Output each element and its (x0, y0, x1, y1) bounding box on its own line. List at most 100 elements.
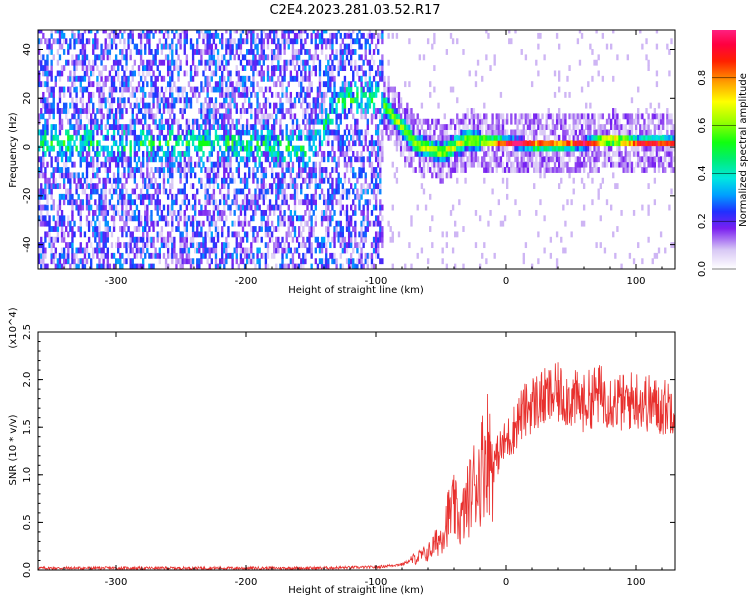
heatmap-cell (231, 263, 234, 269)
heatmap-cell (40, 188, 43, 195)
heatmap-cell (495, 113, 498, 120)
heatmap-cell (273, 102, 276, 109)
heatmap-cell (185, 124, 189, 131)
heatmap-cell (42, 140, 45, 147)
heatmap-cell (439, 156, 442, 163)
heatmap-cell (173, 247, 176, 254)
heatmap-cell (314, 113, 317, 120)
heatmap-cell (185, 54, 189, 61)
heatmap-cell (235, 140, 238, 147)
heatmap-cell (264, 252, 268, 259)
heatmap-cell (189, 242, 193, 249)
heatmap-cell (139, 38, 143, 45)
heatmap-cell (414, 167, 417, 173)
heatmap-cell (171, 97, 174, 104)
heatmap-cell (177, 54, 180, 61)
heatmap-cell (270, 134, 274, 141)
heatmap-cell (293, 65, 297, 71)
heatmap-cell (397, 134, 401, 141)
heatmap-cell (148, 215, 151, 222)
heatmap-cell (381, 30, 384, 34)
heatmap-cell (181, 140, 184, 147)
heatmap-cell (250, 252, 253, 259)
heatmap-cell (343, 209, 347, 216)
heatmap-cell (90, 91, 93, 98)
heatmap-cell (223, 75, 226, 82)
heatmap-cell (133, 86, 137, 93)
heatmap-cell (381, 204, 384, 211)
heatmap-cell (131, 236, 134, 243)
heatmap-cell (42, 150, 45, 157)
heatmap-cell (545, 124, 548, 131)
heatmap-cell (308, 145, 311, 152)
heatmap-cell (258, 134, 261, 141)
heatmap-cell (231, 172, 234, 179)
heatmap-cell (478, 118, 482, 125)
heatmap-cell (524, 242, 528, 249)
heatmap-cell (106, 54, 109, 61)
heatmap-cell (337, 59, 340, 66)
heatmap-cell (119, 134, 122, 141)
heatmap-cell (418, 150, 421, 157)
heatmap-cell (506, 140, 509, 147)
heatmap-cell (399, 150, 403, 157)
heatmap-cell (237, 81, 241, 88)
heatmap-cell (441, 134, 444, 141)
heatmap-cell (137, 118, 141, 125)
heatmap-cell (289, 215, 293, 222)
heatmap-cell (360, 263, 363, 269)
heatmap-cell (262, 188, 265, 195)
heatmap-cell (266, 70, 270, 77)
heatmap-cell (156, 183, 159, 190)
heatmap-cell (379, 204, 382, 211)
heatmap-cell (293, 263, 297, 269)
heatmap-cell (335, 102, 338, 109)
heatmap-cell (443, 129, 446, 136)
heatmap-cell (87, 65, 91, 71)
heatmap-cell (343, 140, 347, 147)
heatmap-cell (164, 236, 168, 243)
heatmap-cell (243, 124, 247, 131)
heatmap-cell (362, 188, 365, 195)
heatmap-cell (56, 220, 60, 227)
heatmap-cell (196, 258, 199, 265)
heatmap-cell (350, 38, 353, 45)
heatmap-cell (331, 43, 334, 50)
heatmap-cell (142, 172, 145, 179)
heatmap-cell (146, 145, 149, 152)
heatmap-cell (316, 30, 320, 34)
heatmap-cell (252, 215, 255, 222)
heatmap-cell (154, 118, 157, 125)
heatmap-cell (289, 129, 293, 136)
heatmap-cell (418, 145, 421, 152)
heatmap-cell (231, 118, 234, 125)
heatmap-cell (312, 150, 315, 157)
heatmap-cell (258, 204, 261, 211)
heatmap-cell (318, 91, 322, 98)
heatmap-cell (366, 97, 369, 104)
heatmap-cell (67, 134, 70, 141)
heatmap-cell (379, 226, 382, 232)
heatmap-cell (158, 102, 161, 109)
heatmap-cell (487, 161, 490, 168)
heatmap-cell (310, 118, 313, 125)
heatmap-cell (441, 124, 444, 131)
heatmap-cell (83, 252, 87, 259)
heatmap-cell (277, 215, 280, 222)
heatmap-cell (481, 124, 484, 131)
heatmap-cell (293, 32, 297, 39)
heatmap-cell (312, 65, 315, 71)
heatmap-cell (445, 124, 449, 131)
heatmap-cell (264, 86, 268, 93)
heatmap-cell (306, 108, 309, 114)
heatmap-cell (429, 134, 432, 141)
heatmap-cell (304, 150, 307, 157)
heatmap-cell (58, 118, 62, 125)
heatmap-cell (325, 129, 328, 136)
heatmap-cell (343, 113, 347, 120)
heatmap-cell (56, 209, 60, 216)
heatmap-cell (104, 188, 107, 195)
heatmap-cell (225, 43, 228, 50)
heatmap-cell (92, 81, 95, 88)
heatmap-cell (250, 258, 253, 265)
